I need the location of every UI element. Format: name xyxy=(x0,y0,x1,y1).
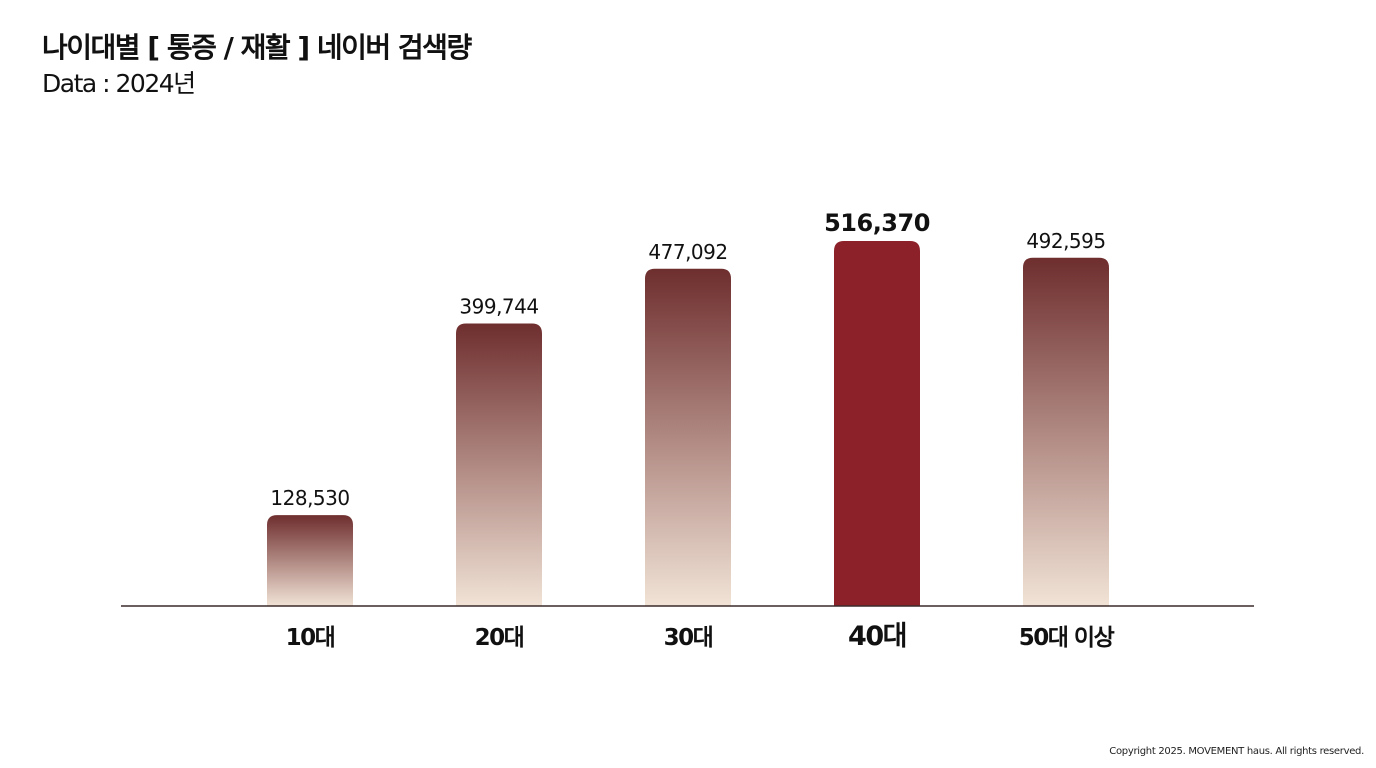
category-label: 50대 이상 xyxy=(1019,625,1115,651)
category-label: 20대 xyxy=(475,625,524,651)
bar-1 xyxy=(456,323,542,606)
category-label: 30대 xyxy=(664,625,713,651)
copyright-text: Copyright 2025. MOVEMENT haus. All right… xyxy=(1109,746,1364,757)
category-label: 10대 xyxy=(286,625,335,651)
bar-2 xyxy=(645,268,731,606)
value-label: 492,595 xyxy=(1026,229,1105,253)
value-label: 128,530 xyxy=(270,486,349,510)
bar-3 xyxy=(834,241,920,606)
chart-title: 나이대별 [ 통증 / 재활 ] 네이버 검색량 xyxy=(42,31,472,64)
chart-subtitle: Data : 2024년 xyxy=(42,69,196,98)
category-label: 40대 xyxy=(848,621,906,652)
value-label: 477,092 xyxy=(648,240,727,264)
bar-0 xyxy=(267,515,353,606)
value-label: 399,744 xyxy=(459,294,538,318)
bar-4 xyxy=(1023,257,1109,606)
value-label: 516,370 xyxy=(824,209,930,237)
